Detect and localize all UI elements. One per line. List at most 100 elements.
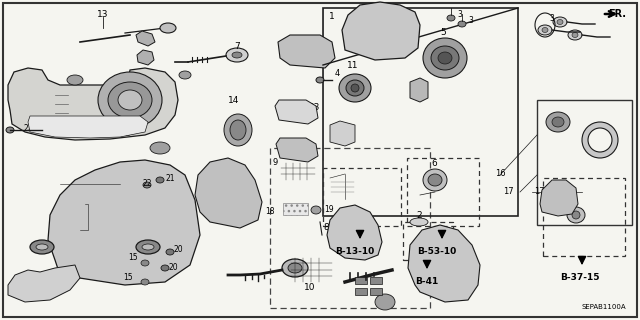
Ellipse shape xyxy=(288,263,302,273)
Text: 8: 8 xyxy=(323,223,329,233)
Ellipse shape xyxy=(36,244,48,250)
Text: 14: 14 xyxy=(228,95,240,105)
Ellipse shape xyxy=(351,84,359,92)
Ellipse shape xyxy=(316,77,324,83)
Text: 10: 10 xyxy=(304,284,316,292)
Ellipse shape xyxy=(431,46,459,70)
Ellipse shape xyxy=(141,260,149,266)
Bar xyxy=(370,288,382,295)
Bar xyxy=(323,8,518,216)
Text: 23: 23 xyxy=(308,102,320,111)
Ellipse shape xyxy=(375,294,395,310)
Text: 22: 22 xyxy=(23,124,33,132)
Text: 17: 17 xyxy=(534,188,545,196)
Text: 22: 22 xyxy=(142,179,152,188)
Bar xyxy=(270,148,430,308)
Ellipse shape xyxy=(230,120,246,140)
Text: 6: 6 xyxy=(431,158,436,167)
Text: B-13-10: B-13-10 xyxy=(335,247,374,257)
Polygon shape xyxy=(330,121,355,146)
Ellipse shape xyxy=(553,17,567,27)
Ellipse shape xyxy=(447,15,455,21)
Text: B-53-10: B-53-10 xyxy=(417,247,456,257)
Text: 20: 20 xyxy=(168,263,178,273)
Text: 18: 18 xyxy=(266,207,275,217)
Text: 13: 13 xyxy=(97,10,109,19)
Polygon shape xyxy=(8,265,80,302)
Ellipse shape xyxy=(179,71,191,79)
Ellipse shape xyxy=(428,174,442,186)
Ellipse shape xyxy=(166,249,174,255)
Bar xyxy=(355,288,367,295)
Text: B-41: B-41 xyxy=(415,277,438,286)
Text: 15: 15 xyxy=(124,274,133,283)
Ellipse shape xyxy=(142,244,154,250)
Ellipse shape xyxy=(572,33,578,37)
Polygon shape xyxy=(137,50,154,65)
Polygon shape xyxy=(195,158,262,228)
Polygon shape xyxy=(48,160,200,285)
Ellipse shape xyxy=(136,240,160,254)
Bar xyxy=(537,100,632,225)
Text: 20: 20 xyxy=(173,245,183,254)
Ellipse shape xyxy=(557,20,563,25)
Polygon shape xyxy=(28,116,148,138)
Text: FR.: FR. xyxy=(608,9,626,19)
Ellipse shape xyxy=(572,211,580,219)
Ellipse shape xyxy=(108,82,152,118)
Ellipse shape xyxy=(143,182,151,188)
Ellipse shape xyxy=(538,25,552,35)
Ellipse shape xyxy=(410,218,428,226)
Polygon shape xyxy=(540,180,578,216)
Ellipse shape xyxy=(6,127,14,133)
Ellipse shape xyxy=(161,265,169,271)
Ellipse shape xyxy=(150,142,170,154)
Text: 19: 19 xyxy=(324,205,333,214)
Ellipse shape xyxy=(546,112,570,132)
Ellipse shape xyxy=(423,169,447,191)
Text: 17: 17 xyxy=(504,188,514,196)
Polygon shape xyxy=(278,35,335,68)
Ellipse shape xyxy=(118,90,142,110)
Ellipse shape xyxy=(311,206,321,214)
Text: B-37-15: B-37-15 xyxy=(560,274,600,283)
Ellipse shape xyxy=(224,114,252,146)
Text: 4: 4 xyxy=(335,68,340,77)
Ellipse shape xyxy=(30,240,54,254)
Ellipse shape xyxy=(568,30,582,40)
Polygon shape xyxy=(275,100,318,124)
Ellipse shape xyxy=(160,23,176,33)
Ellipse shape xyxy=(346,80,364,96)
Bar xyxy=(403,222,453,260)
Text: 9: 9 xyxy=(273,157,278,166)
Bar xyxy=(370,277,382,284)
Ellipse shape xyxy=(141,279,149,285)
Text: 21: 21 xyxy=(165,173,175,182)
Ellipse shape xyxy=(458,21,466,27)
Polygon shape xyxy=(327,205,382,260)
Text: 11: 11 xyxy=(348,60,359,69)
Text: 3: 3 xyxy=(468,15,473,25)
Ellipse shape xyxy=(423,38,467,78)
Polygon shape xyxy=(8,68,178,140)
Bar xyxy=(283,203,308,215)
Text: 12: 12 xyxy=(120,129,132,138)
Ellipse shape xyxy=(339,74,371,102)
Text: 16: 16 xyxy=(495,169,506,178)
Ellipse shape xyxy=(67,75,83,85)
Bar xyxy=(323,168,401,226)
Text: 2: 2 xyxy=(416,212,422,220)
Text: 1: 1 xyxy=(329,12,335,20)
Text: 7: 7 xyxy=(234,42,240,51)
Polygon shape xyxy=(408,225,480,302)
Bar xyxy=(407,158,479,226)
Text: 15: 15 xyxy=(129,253,138,262)
Ellipse shape xyxy=(567,207,585,223)
Ellipse shape xyxy=(282,259,308,277)
Polygon shape xyxy=(276,138,318,162)
Ellipse shape xyxy=(226,48,248,62)
Polygon shape xyxy=(410,78,428,102)
Text: 5: 5 xyxy=(440,28,446,36)
Bar xyxy=(355,277,367,284)
Bar xyxy=(543,178,625,256)
